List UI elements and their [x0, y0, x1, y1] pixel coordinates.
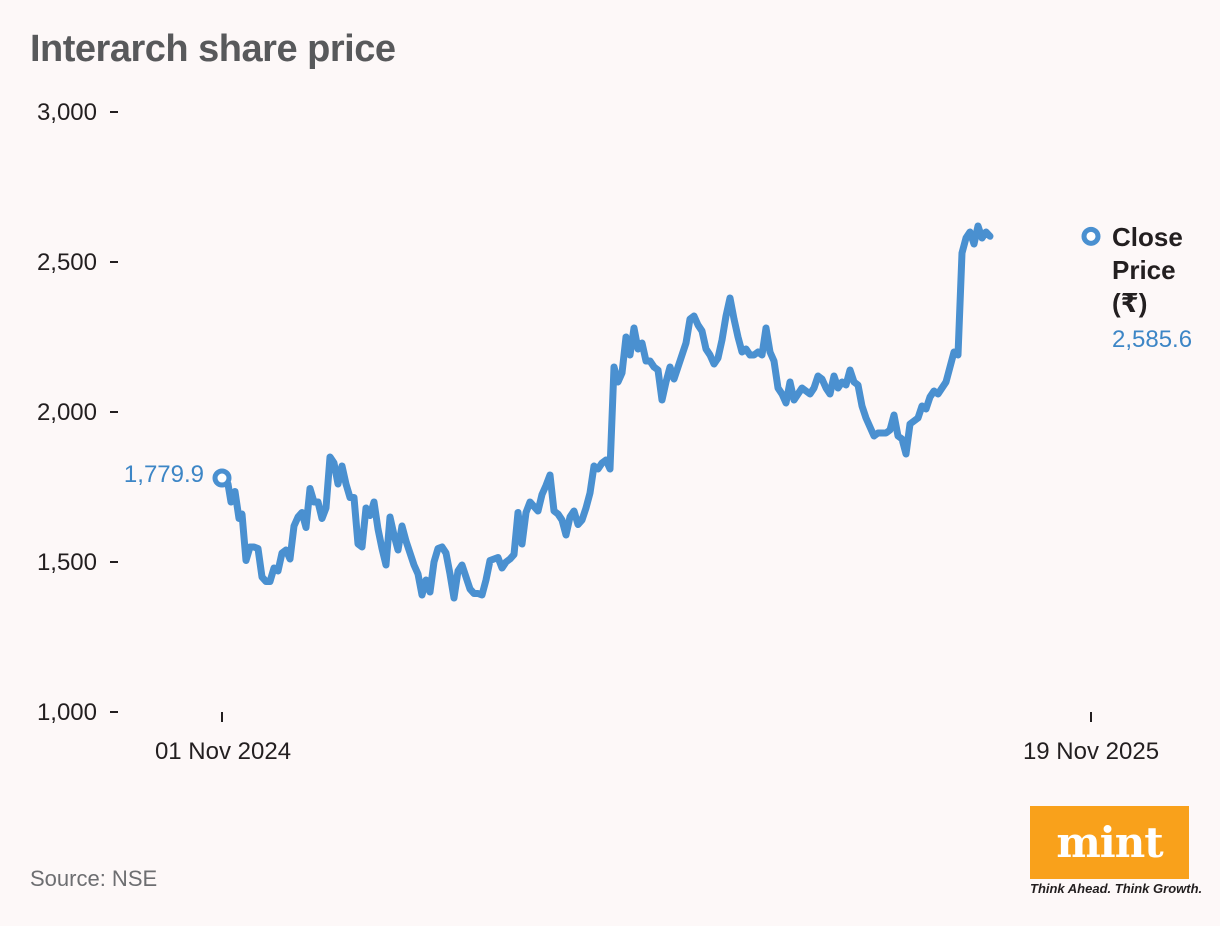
- chart-title: Interarch share price: [30, 28, 396, 70]
- start-marker: [212, 468, 232, 488]
- series-label-line2: Price: [1112, 255, 1176, 285]
- price-line: [218, 222, 994, 602]
- logo-text: mint: [1056, 818, 1163, 867]
- series-label-line3: (₹): [1112, 288, 1147, 318]
- logo-tagline: Think Ahead. Think Growth.: [1030, 881, 1203, 896]
- y-axis: 3,000 2,500 2,000 1,500 1,000: [37, 99, 118, 726]
- end-marker: [1081, 226, 1101, 246]
- source-note: Source: NSE: [30, 866, 158, 891]
- x-tick-label: 19 Nov 2025: [1023, 738, 1159, 765]
- y-tick-label: 3,000: [37, 99, 97, 126]
- y-tick-label: 2,000: [37, 399, 97, 426]
- series-label-line1: Close: [1112, 222, 1183, 252]
- y-tick-label: 1,500: [37, 549, 97, 576]
- y-tick-label: 2,500: [37, 249, 97, 276]
- x-tick-label: 01 Nov 2024: [155, 738, 291, 765]
- start-value-label: 1,779.9: [124, 461, 204, 488]
- mint-logo: mint: [1030, 806, 1189, 879]
- x-axis: 01 Nov 2024 19 Nov 2025: [155, 712, 1159, 765]
- end-value-label: 2,585.6: [1112, 326, 1192, 353]
- y-tick-label: 1,000: [37, 699, 97, 726]
